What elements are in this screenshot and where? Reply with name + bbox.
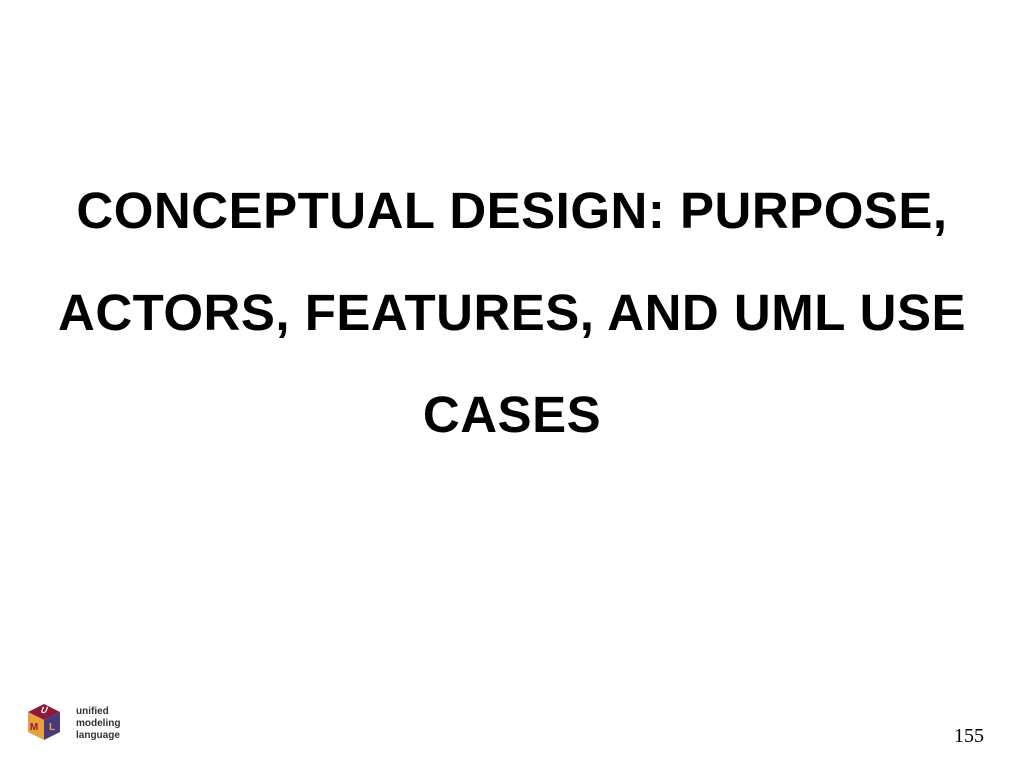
page-number: 155 (954, 725, 984, 748)
slide-title-container: CONCEPTUAL DESIGN: PURPOSE, ACTORS, FEAT… (0, 160, 1024, 466)
uml-logo-text: unified modeling language (76, 706, 120, 742)
logo-text-line2: modeling (76, 718, 120, 730)
logo-text-line3: language (76, 730, 120, 742)
logo-text-line1: unified (76, 706, 120, 718)
slide-title: CONCEPTUAL DESIGN: PURPOSE, ACTORS, FEAT… (50, 160, 974, 466)
svg-text:M: M (30, 722, 38, 733)
uml-logo: U M L unified modeling language (20, 700, 120, 748)
uml-logo-cube: U M L (20, 700, 68, 748)
svg-text:L: L (49, 722, 55, 733)
